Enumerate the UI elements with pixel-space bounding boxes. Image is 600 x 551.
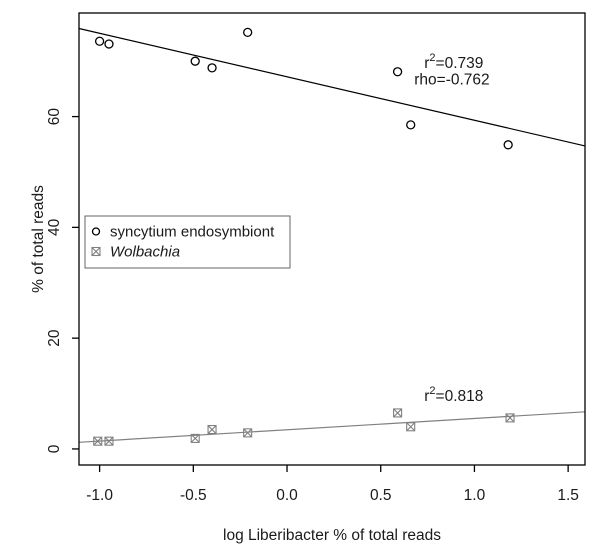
annotation-gray-r2: r2=0.818 [424,385,483,405]
legend-box [84,215,291,269]
legend-label: Wolbachia [110,244,180,261]
data-point [243,27,253,38]
data-point [243,428,253,438]
square-cross-legend-marker [91,246,101,257]
data-point [207,424,217,435]
x-axis-title: log Liberibacter % of total reads [223,527,441,544]
data-point [503,140,513,150]
x-tick-label: 0.0 [276,487,298,504]
trend-line [78,411,586,443]
annotation-black-r2: r2=0.739 [424,52,483,72]
y-axis-title: % of total reads [30,185,47,293]
data-point [93,436,103,446]
data-points-group [93,27,515,446]
trend-lines-group [78,27,586,443]
data-point [406,120,416,130]
x-tick-label: -1.0 [86,487,113,504]
data-point [190,433,200,443]
data-point [392,67,403,77]
data-point [406,422,416,432]
circle-legend-marker [91,227,101,236]
trend-line [78,27,586,147]
plot-border [78,12,586,466]
data-point [393,408,403,418]
y-tick-label: 40 [46,218,63,236]
legend-group: syncytium endosymbiont Wolbachia [84,215,291,269]
x-tick-label: 1.0 [464,487,486,504]
data-point [104,436,114,446]
data-point [94,36,105,46]
x-tick-label: 0.5 [370,487,392,504]
x-tick-label: 1.5 [557,487,579,504]
data-point [505,413,515,423]
axes-group: -1.0 -0.5 0.0 0.5 1.0 1.5 0 20 40 60 [46,12,586,504]
y-tick-label: 20 [46,329,63,347]
annotation-black-rho: rho=-0.762 [414,71,489,88]
legend-label: syncytium endosymbiont [110,224,275,241]
data-point [190,56,200,66]
y-tick-label: 60 [46,108,63,126]
data-point [207,63,217,73]
data-point [104,39,114,49]
y-tick-label: 0 [46,444,63,453]
x-tick-label: -0.5 [180,487,207,504]
